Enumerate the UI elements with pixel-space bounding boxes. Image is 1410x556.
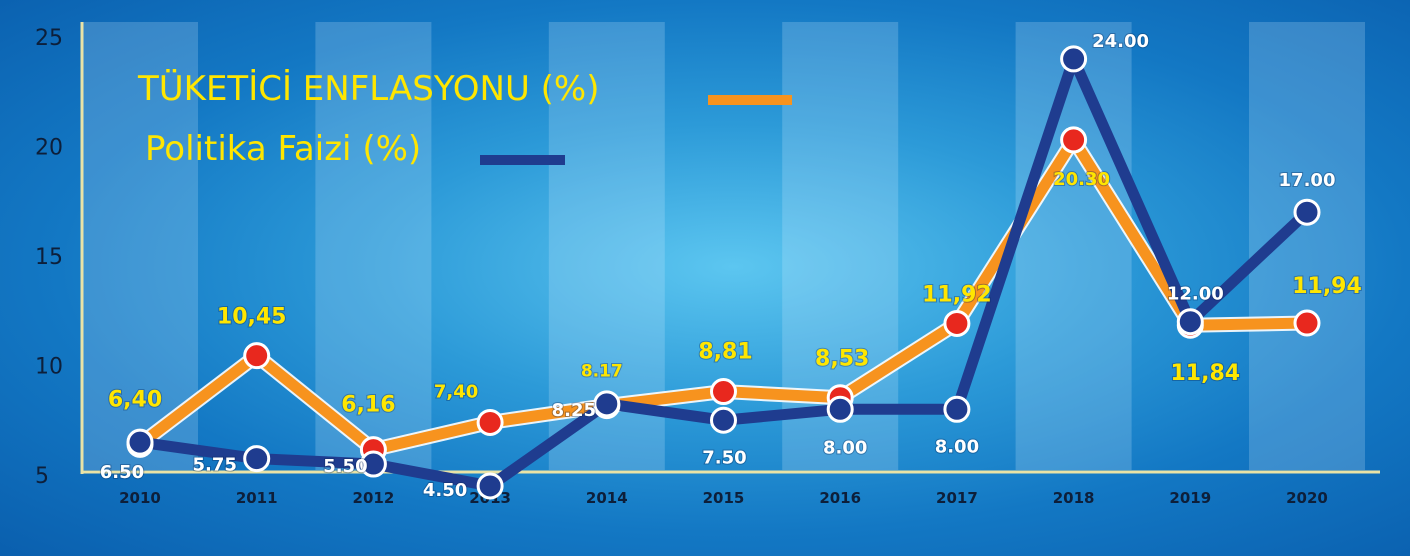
data-label-policy-rate: 7.50 [702,447,746,468]
x-tick-label: 2017 [936,489,978,507]
y-tick-label: 20 [35,136,63,161]
marker-policy-rate-2015 [710,406,737,434]
marker-policy-rate-2020 [1293,198,1321,226]
legend: TÜKETİCİ ENFLASYONU (%) Politika Faizi (%… [137,68,792,169]
marker-policy-rate-2011 [243,445,271,473]
band-2018 [1015,22,1132,470]
data-label-inflation: 6,16 [341,393,395,418]
legend-label-policy-rate: Politika Faizi (%) [145,129,421,169]
data-label-policy-rate: 4.50 [423,480,467,501]
x-tick-label: 2018 [1053,489,1095,507]
marker-policy-rate-2014 [593,390,621,418]
marker-inflation-2020 [1293,309,1321,337]
data-label-inflation: 7,40 [434,381,478,402]
data-label-policy-rate: 17.00 [1279,170,1336,191]
data-label-inflation: 20.30 [1053,169,1110,190]
y-tick-label: 15 [35,245,63,270]
data-label-policy-rate: 8.00 [823,437,867,458]
data-label-policy-rate: 5.75 [192,455,236,476]
data-label-inflation: 8.17 [581,362,623,382]
marker-policy-rate-2013 [476,472,504,500]
x-tick-label: 2012 [353,489,395,507]
marker-policy-rate-2016 [826,395,854,423]
y-tick-label: 25 [35,26,63,51]
data-label-inflation: 11,92 [922,282,992,307]
marker-policy-rate-2010 [126,428,154,456]
legend-label-inflation: TÜKETİCİ ENFLASYONU (%) [137,68,599,109]
column-bands [82,22,1365,470]
marker-inflation-2011 [243,342,271,370]
marker-inflation-2015 [710,378,737,406]
data-label-inflation: 10,45 [217,305,287,330]
data-label-inflation: 8,53 [815,347,869,372]
data-label-policy-rate: 8.00 [935,436,979,457]
x-tick-label: 2016 [819,489,861,507]
band-2010 [82,22,198,470]
marker-policy-rate-2018 [1060,45,1088,73]
x-tick-label: 2014 [586,489,628,507]
marker-inflation-2017 [943,309,971,337]
marker-policy-rate-2017 [943,395,971,423]
x-tick-label: 2010 [119,489,161,507]
band-2012 [315,22,432,470]
y-tick-label: 10 [35,355,63,380]
x-tick-label: 2011 [236,489,278,507]
x-tick-label: 2019 [1169,489,1211,507]
axes [80,22,1380,474]
data-label-policy-rate: 5.50 [323,456,367,477]
y-tick-label: 5 [35,464,49,489]
data-label-inflation: 8,81 [698,340,752,365]
data-label-policy-rate: 24.00 [1092,31,1149,52]
data-label-policy-rate: 8.25 [552,400,596,421]
data-label-policy-rate: 12.00 [1167,284,1224,305]
data-label-inflation: 11,84 [1171,361,1241,386]
marker-policy-rate-2019 [1176,308,1204,336]
x-tick-label: 2020 [1286,489,1328,507]
marker-inflation-2018 [1060,126,1088,154]
marker-inflation-2013 [476,408,504,436]
data-label-inflation: 6,40 [108,387,162,412]
data-label-inflation: 11,94 [1292,274,1362,299]
marker-policy-rate-2012 [359,450,387,478]
x-tick-label: 2015 [703,489,745,507]
data-label-policy-rate: 6.50 [100,462,144,483]
